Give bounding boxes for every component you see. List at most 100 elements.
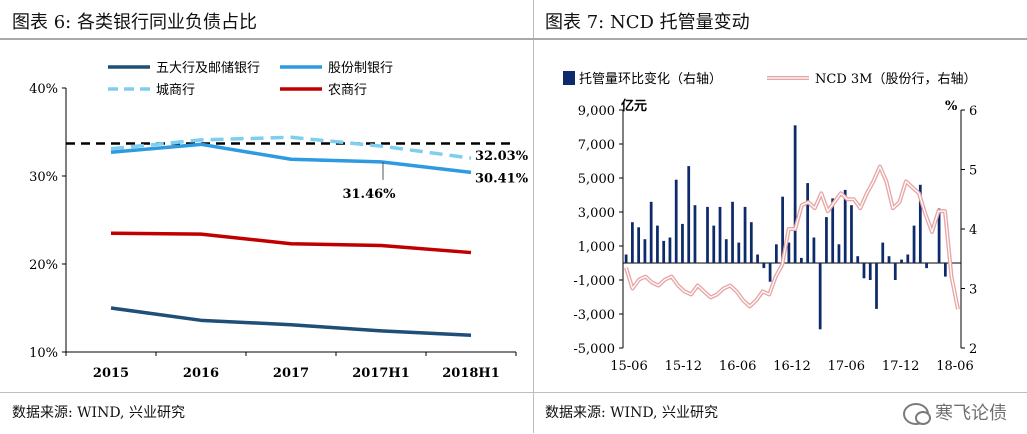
bar <box>862 263 866 279</box>
left-tick-label: 7,000 <box>578 138 615 153</box>
bar <box>893 263 897 280</box>
bar <box>825 217 828 263</box>
bar <box>881 242 885 263</box>
x-tick-label: 17-12 <box>882 359 919 374</box>
left-source-bar: 数据来源: WIND, 兴业研究 <box>0 392 533 434</box>
wechat-icon <box>903 403 931 425</box>
series-line-3 <box>110 231 472 255</box>
bar <box>743 206 747 263</box>
bar <box>887 256 891 263</box>
x-tick-label: 2017H1 <box>352 366 410 381</box>
left-tick-label: 9,000 <box>578 104 615 119</box>
bar <box>637 227 641 263</box>
legend-label: 农商行 <box>328 83 367 98</box>
bar <box>712 225 716 263</box>
watermark-text: 寒飞论债 <box>935 403 1007 424</box>
panel-divider <box>533 0 534 433</box>
x-tick-label: 2015 <box>93 366 129 381</box>
left-axis-unit: 亿元 <box>621 98 647 114</box>
bar <box>900 259 903 263</box>
bar <box>918 184 922 263</box>
left-tick-label: 5,000 <box>578 172 615 187</box>
right-chart-title-bar: 图表 7: NCD 托管量变动 <box>533 0 1027 40</box>
right-tick-label: 3 <box>969 283 977 298</box>
bar <box>818 263 822 330</box>
left-line-chart: 10% 20% 30% 40% 2015 2016 2017 2017H1 2018H1 五大行及… <box>29 61 529 381</box>
y-tick-label: 10% <box>29 346 58 361</box>
bar <box>831 198 835 263</box>
legend-label: 城商行 <box>156 83 195 98</box>
left-source-text: 数据来源: WIND, 兴业研究 <box>12 405 185 421</box>
right-chart-title: 图表 7: NCD 托管量变动 <box>545 12 750 33</box>
x-tick-label: 18-06 <box>936 359 973 374</box>
bar <box>681 223 684 263</box>
bar <box>649 201 653 263</box>
legend-line-label: NCD 3M（股份行，右轴） <box>815 72 976 87</box>
bar <box>737 242 741 263</box>
bar <box>868 263 872 280</box>
x-tick-label: 2016 <box>183 366 219 381</box>
bar <box>800 257 803 263</box>
left-chart-title-bar: 图表 6: 各类银行同业负债占比 <box>0 0 533 40</box>
bar <box>756 254 759 263</box>
bar <box>768 263 772 282</box>
x-tick-label: 2017 <box>273 366 309 381</box>
right-chart-panel: 图表 7: NCD 托管量变动 -5,000 -3,000 -1,000 1,000 3… <box>533 0 1027 433</box>
legend-label: 五大行及邮储银行 <box>156 61 260 76</box>
series-line-1 <box>110 142 472 175</box>
bar <box>643 239 647 263</box>
y-tick-label: 30% <box>29 170 58 185</box>
right-tick-label: 4 <box>969 223 977 238</box>
right-tick-label: 2 <box>969 342 977 357</box>
legend-bar-label: 托管量环比变化（右轴） <box>579 71 722 87</box>
x-tick-label: 16-12 <box>773 359 810 374</box>
bar <box>668 237 672 263</box>
bar <box>724 239 728 263</box>
bar <box>624 254 628 263</box>
bar <box>850 205 853 263</box>
left-tick-label: 1,000 <box>578 240 615 255</box>
annotation-label: 32.03% <box>475 149 529 164</box>
left-tick-label: -3,000 <box>573 308 615 323</box>
bar <box>656 225 659 263</box>
x-tick-label: 15-12 <box>665 359 702 374</box>
right-tick-label: 5 <box>969 164 977 179</box>
bar <box>906 254 910 263</box>
bar <box>687 166 691 263</box>
bar <box>781 196 784 263</box>
bar <box>937 208 941 263</box>
series-line-2 <box>110 135 472 160</box>
bar <box>912 225 916 263</box>
bar <box>693 205 697 263</box>
bar <box>837 244 841 263</box>
bar <box>812 237 816 263</box>
bar <box>843 189 847 263</box>
bar <box>793 125 797 263</box>
bar <box>706 206 709 263</box>
bar <box>925 263 928 269</box>
left-tick-label: -5,000 <box>573 342 615 357</box>
annotation-label: 31.46% <box>342 187 396 202</box>
left-chart-title: 图表 6: 各类银行同业负债占比 <box>12 12 257 33</box>
right-axis-unit: % <box>945 99 958 114</box>
ncd-line-inner <box>625 165 959 310</box>
x-tick-label: 15-06 <box>610 359 647 374</box>
bar <box>718 206 722 263</box>
bar <box>731 201 734 263</box>
bar <box>749 222 753 263</box>
watermark: 寒飞论债 <box>903 399 1007 425</box>
right-source-bar: 数据来源: WIND, 兴业研究 <box>533 392 1027 434</box>
bar <box>856 256 860 263</box>
bar <box>806 183 810 263</box>
x-tick-label: 17-06 <box>828 359 865 374</box>
bar <box>875 263 878 309</box>
y-tick-label: 20% <box>29 258 58 273</box>
bar <box>787 242 791 263</box>
series-line-0 <box>110 306 472 338</box>
left-tick-label: 3,000 <box>578 206 615 221</box>
left-chart-panel: 图表 6: 各类银行同业负债占比 10% 20% 30% 40% 2015 2016 201… <box>0 0 533 434</box>
y-tick-label: 40% <box>29 82 58 97</box>
legend-bar-swatch <box>563 71 575 85</box>
bar <box>631 222 634 263</box>
x-tick-label: 2018H1 <box>442 366 500 381</box>
